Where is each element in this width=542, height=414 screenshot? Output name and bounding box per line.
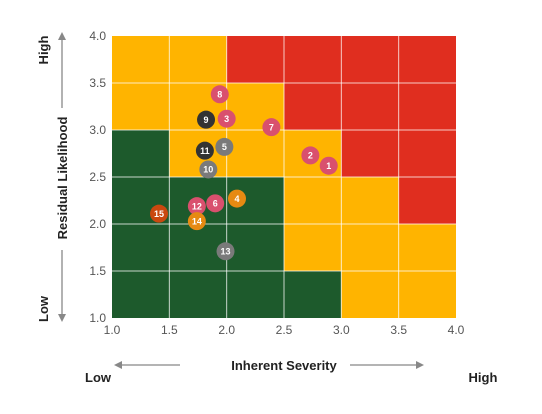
- y-tick-labels: 1.0 1.5 2.0 2.5 3.0 3.5 4.0: [89, 29, 106, 325]
- risk-point-label: 12: [192, 201, 202, 211]
- y-tick-label: 3.0: [89, 123, 106, 137]
- risk-point-11[interactable]: 11: [195, 141, 214, 160]
- risk-point-15[interactable]: 15: [150, 204, 169, 223]
- risk-point-label: 4: [234, 194, 239, 204]
- risk-point-label: 7: [269, 122, 274, 132]
- y-tick-label: 3.5: [89, 76, 106, 90]
- x-tick-label: 1.0: [104, 323, 121, 337]
- y-tick-label: 1.0: [89, 311, 106, 325]
- zone-green-3: [284, 271, 342, 318]
- risk-point-marker: [301, 146, 320, 165]
- zone-yellow-8: [341, 177, 399, 318]
- zone-red-13: [398, 177, 456, 224]
- risk-point-marker: [262, 118, 281, 137]
- y-tick-label: 2.5: [89, 170, 106, 184]
- y-tick-label: 4.0: [89, 29, 106, 43]
- risk-point-marker: [210, 85, 229, 104]
- risk-point-3[interactable]: 3: [217, 109, 236, 128]
- x-tick-label: 3.0: [333, 323, 350, 337]
- risk-point-8[interactable]: 8: [210, 85, 229, 104]
- risk-point-9[interactable]: 9: [197, 110, 216, 129]
- x-axis-title: Inherent Severity: [231, 358, 337, 373]
- risk-point-marker: [215, 137, 234, 156]
- risk-point-10[interactable]: 10: [199, 160, 218, 179]
- risk-point-marker: [216, 242, 235, 261]
- risk-point-marker: [187, 197, 206, 216]
- risk-point-label: 11: [200, 146, 210, 156]
- risk-point-marker: [319, 156, 338, 175]
- x-tick-label: 3.5: [390, 323, 407, 337]
- risk-point-label: 6: [213, 199, 218, 209]
- risk-point-14[interactable]: 14: [187, 212, 206, 231]
- risk-point-12[interactable]: 12: [187, 197, 206, 216]
- risk-point-marker: [195, 141, 214, 160]
- risk-point-label: 13: [221, 246, 231, 256]
- risk-point-label: 15: [154, 209, 164, 219]
- x-tick-label: 2.0: [218, 323, 235, 337]
- risk-point-marker: [199, 160, 218, 179]
- risk-point-2[interactable]: 2: [301, 146, 320, 165]
- grid-lines: [112, 36, 456, 318]
- risk-point-marker: [150, 204, 169, 223]
- risk-point-label: 1: [326, 161, 331, 171]
- risk-point-marker: [187, 212, 206, 231]
- risk-point-label: 5: [222, 142, 227, 152]
- risk-point-label: 9: [204, 115, 209, 125]
- x-tick-labels: 1.0 1.5 2.0 2.5 3.0 3.5 4.0: [104, 323, 465, 337]
- x-axis-low-label: Low: [85, 370, 112, 385]
- risk-point-4[interactable]: 4: [227, 189, 246, 208]
- x-tick-label: 2.5: [276, 323, 293, 337]
- risk-point-marker: [217, 109, 236, 128]
- risk-point-1[interactable]: 1: [319, 156, 338, 175]
- y-axis-title: Residual Likelihood: [55, 117, 70, 240]
- y-tick-label: 1.5: [89, 264, 106, 278]
- x-axis-high-label: High: [469, 370, 498, 385]
- risk-point-label: 3: [224, 114, 229, 124]
- risk-point-marker: [206, 194, 225, 213]
- risk-point-6[interactable]: 6: [206, 194, 225, 213]
- risk-point-label: 10: [203, 165, 213, 175]
- x-tick-label: 4.0: [448, 323, 465, 337]
- risk-point-5[interactable]: 5: [215, 137, 234, 156]
- risk-point-13[interactable]: 13: [216, 242, 235, 261]
- y-axis-high-label: High: [36, 36, 51, 65]
- y-tick-label: 2.0: [89, 217, 106, 231]
- risk-point-7[interactable]: 7: [262, 118, 281, 137]
- risk-point-label: 14: [192, 216, 202, 226]
- y-axis-low-label: Low: [36, 295, 51, 322]
- risk-point-label: 2: [308, 151, 313, 161]
- risk-point-label: 8: [217, 89, 222, 99]
- risk-point-marker: [197, 110, 216, 129]
- zone-red-11: [284, 83, 456, 130]
- x-tick-label: 1.5: [161, 323, 178, 337]
- risk-point-marker: [227, 189, 246, 208]
